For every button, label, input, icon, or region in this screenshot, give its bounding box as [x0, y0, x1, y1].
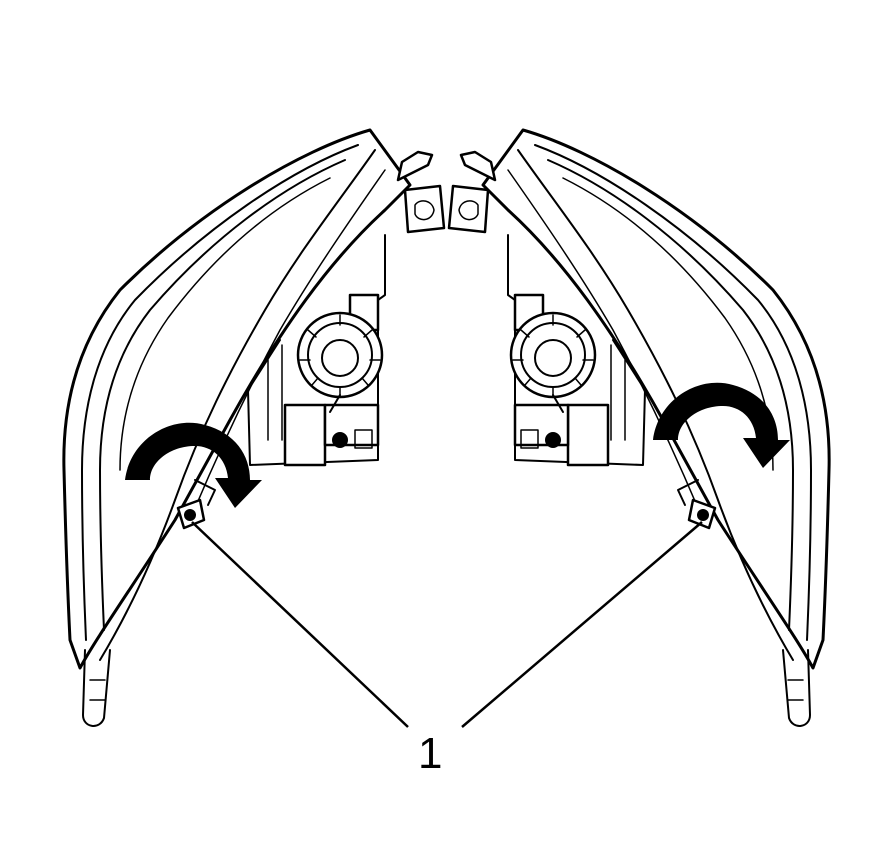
- headlamp-left: [62, 128, 446, 728]
- callout-label-1: 1: [418, 729, 442, 778]
- leader-line-left: [191, 521, 409, 728]
- rotation-arrow-icon-left: [125, 422, 262, 508]
- leader-line-right: [461, 521, 703, 728]
